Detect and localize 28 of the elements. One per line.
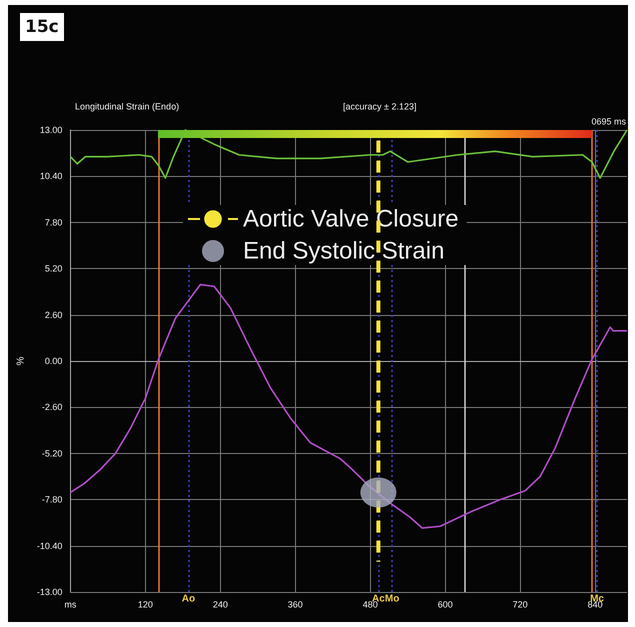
chart-title: Longitudinal Strain (Endo): [75, 102, 180, 112]
text: 15c: [20, 13, 64, 41]
line-series: [70, 129, 628, 179]
y-tick-label: 0.00: [44, 356, 62, 366]
text: 0695 ms: [591, 116, 626, 126]
x-tick-label: 360: [288, 600, 303, 610]
x-tick-label: ms: [64, 600, 77, 610]
y-tick-label: 13.00: [40, 125, 62, 135]
ref-line-label: Mo: [384, 594, 400, 604]
x-tick-label: 120: [138, 600, 153, 610]
legend-label: End Systolic Strain: [243, 238, 444, 264]
y-tick-label: 7.80: [44, 217, 62, 228]
y-tick-label: -7.80: [42, 494, 62, 505]
y-tick-label: -13.00: [36, 587, 62, 597]
x-tick-label: 600: [438, 600, 453, 610]
y-axis-title: %: [16, 356, 26, 366]
line-series: [70, 284, 628, 529]
x-tick-label: 720: [512, 600, 528, 610]
y-tick-label: 5.20: [44, 264, 62, 274]
y-tick-label: -10.40: [36, 540, 62, 551]
y-tick-label: -5.20: [42, 448, 62, 458]
y-tick-label: 2.60: [44, 310, 62, 320]
y-tick-label: -2.60: [42, 402, 62, 412]
chart-subtitle: [accuracy ± 2.123]: [343, 102, 416, 112]
ref-line-label: Ao: [182, 594, 196, 604]
x-tick-label: 240: [212, 600, 228, 610]
legend-label: Aortic Valve Closure: [243, 206, 459, 232]
y-tick-label: 10.40: [40, 171, 62, 182]
